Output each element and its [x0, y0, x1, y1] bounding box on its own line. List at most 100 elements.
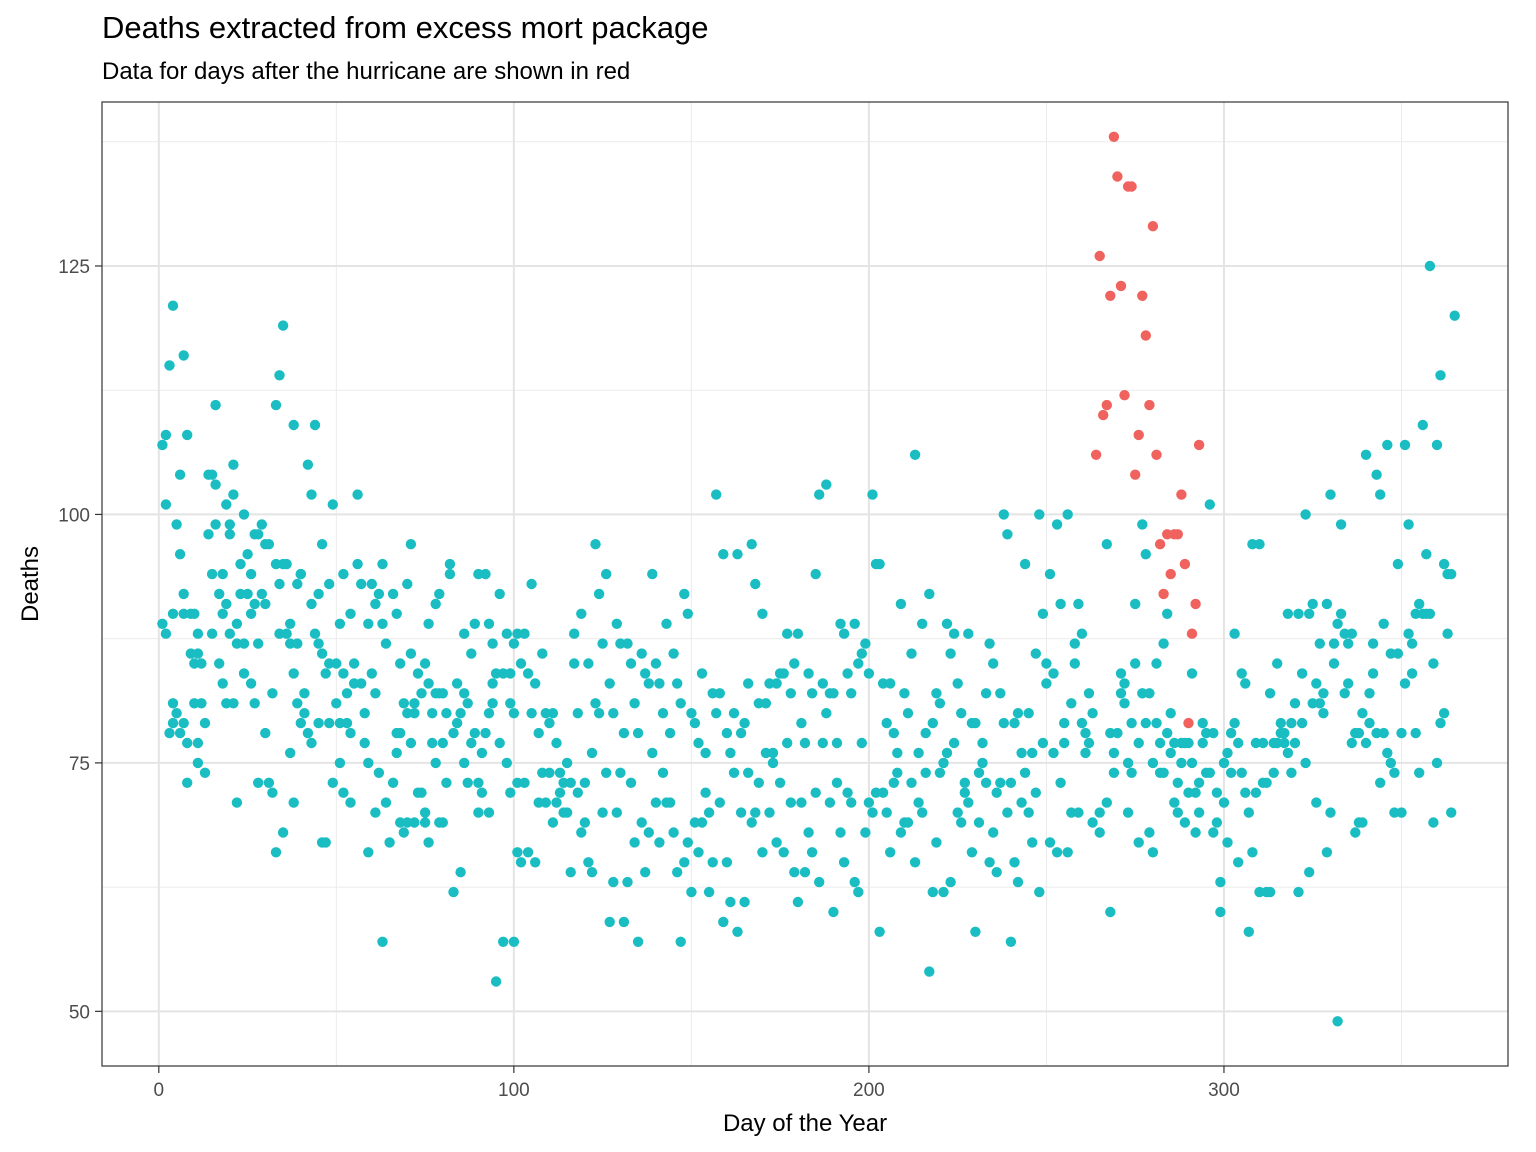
data-point	[448, 886, 459, 898]
data-point	[1012, 876, 1024, 888]
data-point	[373, 588, 385, 600]
data-point	[977, 757, 988, 769]
data-point	[192, 737, 204, 749]
data-point	[1023, 807, 1034, 818]
data-point	[459, 628, 470, 639]
data-point	[586, 747, 598, 759]
data-point	[831, 777, 843, 788]
data-point	[618, 916, 630, 928]
data-point	[835, 827, 846, 838]
y-tick-label: 125	[58, 257, 90, 278]
data-point	[221, 598, 232, 610]
data-point	[643, 678, 654, 689]
data-point	[661, 618, 672, 629]
data-point	[877, 787, 889, 798]
data-point	[288, 797, 299, 808]
data-point	[338, 787, 349, 798]
data-point	[1428, 817, 1439, 828]
data-point	[1346, 628, 1358, 639]
data-point	[750, 578, 761, 590]
data-point	[1105, 290, 1116, 301]
data-point	[214, 658, 225, 669]
data-point	[583, 857, 594, 868]
data-point	[771, 678, 782, 689]
data-point	[760, 698, 772, 709]
data-point	[1094, 250, 1105, 262]
data-point	[650, 658, 662, 669]
data-point	[451, 717, 463, 729]
data-point	[157, 618, 168, 629]
data-point	[1030, 648, 1042, 659]
data-point	[810, 787, 821, 798]
data-point	[260, 598, 271, 610]
data-point	[1304, 608, 1315, 619]
data-point	[672, 678, 683, 689]
data-point	[984, 638, 995, 649]
data-point	[228, 459, 239, 470]
data-point	[238, 638, 250, 649]
data-point	[444, 558, 456, 570]
x-tick-label: 200	[853, 1080, 885, 1101]
data-point	[217, 678, 228, 689]
data-point	[238, 668, 250, 679]
data-point	[1147, 757, 1159, 769]
data-point	[285, 618, 296, 629]
data-point	[1176, 757, 1187, 769]
data-point	[1069, 638, 1081, 649]
data-point	[1233, 857, 1244, 868]
data-point	[728, 767, 740, 778]
data-point	[1389, 767, 1400, 778]
data-point	[1144, 688, 1155, 699]
data-point	[352, 489, 363, 500]
data-point	[537, 648, 548, 659]
data-point	[711, 489, 722, 500]
data-point	[1130, 598, 1141, 610]
data-point	[980, 777, 992, 788]
data-point	[565, 777, 576, 788]
data-point	[1321, 598, 1333, 610]
data-point	[1282, 608, 1294, 619]
data-point	[927, 886, 938, 898]
data-point	[1090, 449, 1102, 460]
data-point	[501, 628, 512, 639]
data-point	[977, 737, 988, 749]
data-point	[380, 797, 392, 808]
data-point	[299, 688, 310, 699]
data-point	[931, 688, 942, 699]
data-point	[1101, 539, 1113, 550]
data-point	[913, 747, 924, 759]
data-point	[970, 926, 981, 937]
data-point	[167, 698, 179, 709]
data-point	[1115, 668, 1127, 679]
data-point	[270, 399, 282, 411]
data-point	[909, 449, 921, 460]
data-point	[253, 777, 264, 788]
data-point	[508, 638, 520, 649]
data-point	[1122, 757, 1134, 769]
data-point	[387, 588, 399, 600]
data-point	[373, 767, 385, 778]
data-point	[711, 708, 722, 719]
data-point	[1137, 519, 1148, 530]
data-point	[217, 608, 228, 619]
data-point	[604, 678, 615, 689]
data-point	[167, 300, 179, 311]
data-point	[948, 737, 960, 749]
data-point	[803, 668, 814, 679]
data-point	[849, 618, 860, 629]
data-point	[1062, 847, 1073, 858]
data-point	[1378, 618, 1389, 629]
data-point	[1438, 558, 1450, 570]
data-point	[498, 936, 509, 947]
data-point	[1382, 439, 1393, 451]
data-point	[174, 469, 186, 480]
data-point	[1044, 837, 1056, 848]
data-point	[199, 767, 211, 778]
data-point	[1311, 678, 1322, 689]
data-point	[182, 429, 193, 441]
data-point	[569, 658, 580, 669]
x-tick-label: 0	[154, 1080, 165, 1101]
data-point	[1165, 568, 1176, 580]
data-point	[1247, 847, 1258, 858]
data-point	[277, 827, 289, 838]
